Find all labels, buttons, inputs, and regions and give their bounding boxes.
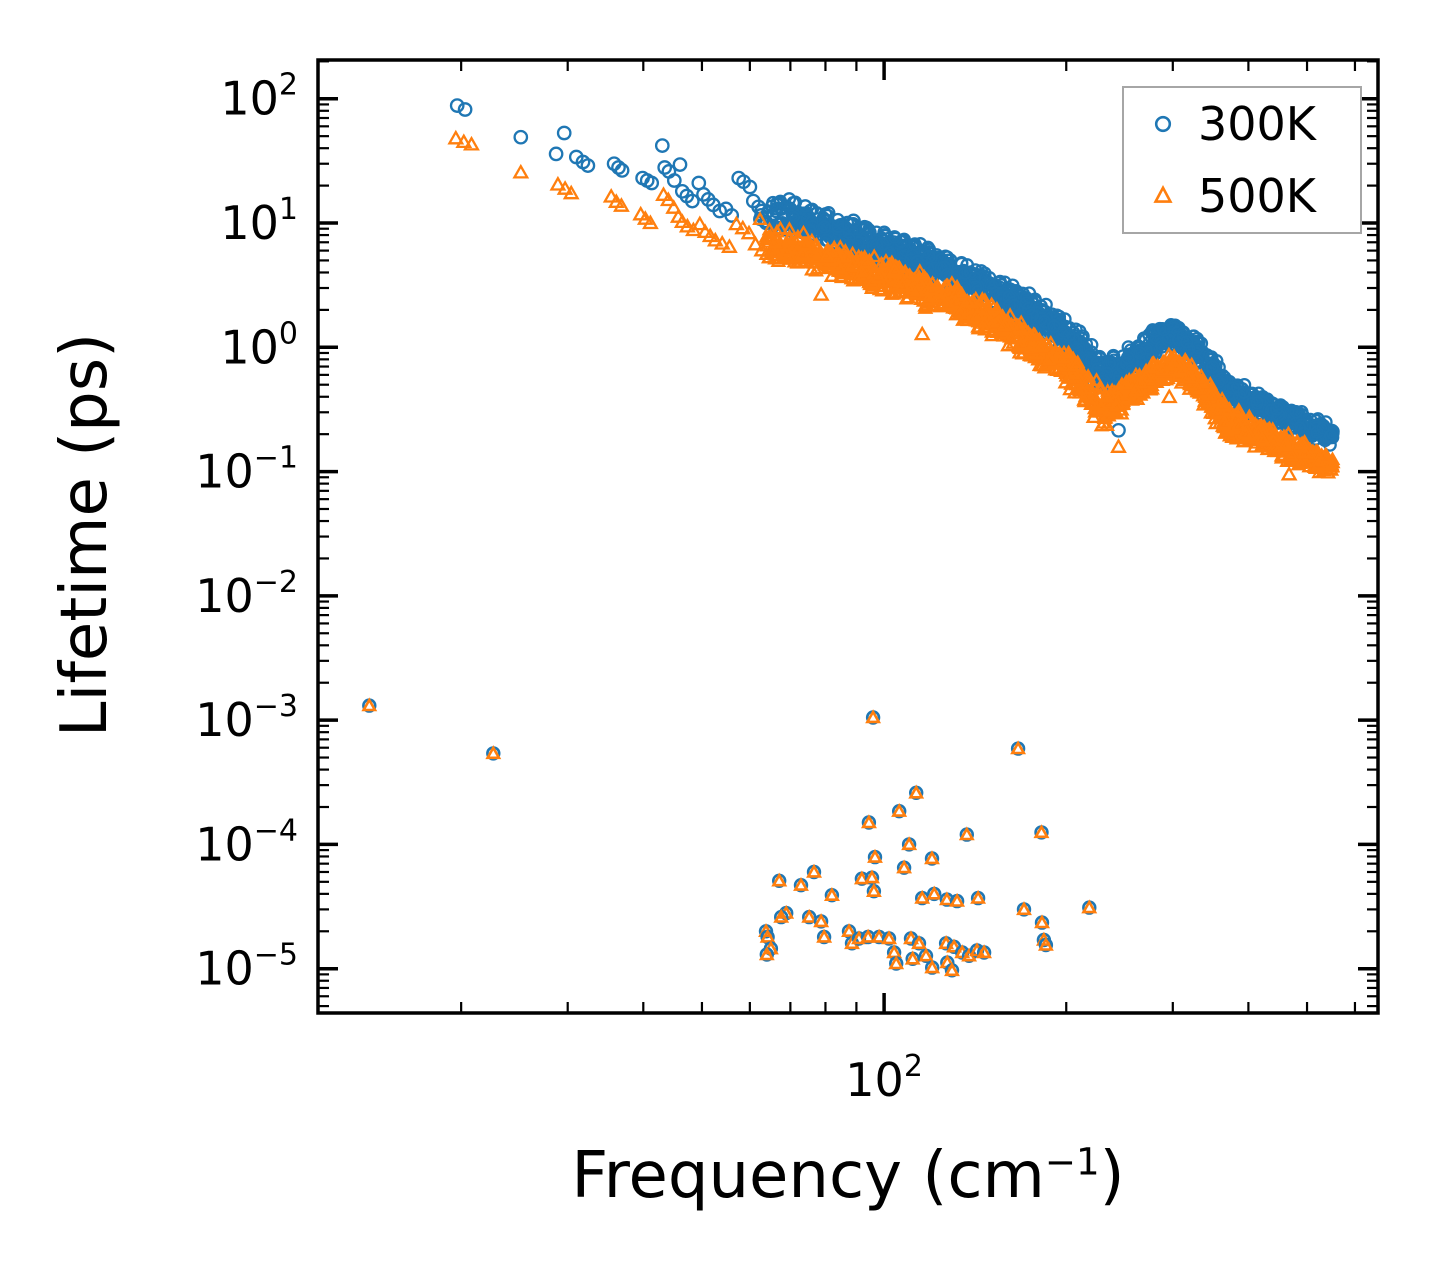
legend-label-500k: 500K (1198, 169, 1316, 223)
y-tick-label: 10−1 (195, 441, 298, 499)
x-axis-label-close: ) (1099, 1139, 1125, 1213)
data-points-layer (361, 98, 1341, 978)
x-axis-label: Frequency (cm−1) (571, 1139, 1124, 1213)
y-axis-label-text: Lifetime (ps) (48, 332, 122, 738)
legend: 300K 500K (1122, 86, 1362, 234)
y-tick-label: 10−4 (195, 813, 298, 871)
tick-labels: 102 101 100 10−1 10−2 10−3 10−4 10−5 102 (195, 68, 923, 1107)
x-axis-label-sup: −1 (1044, 1140, 1100, 1184)
x-tick-label: 102 (845, 1049, 923, 1107)
series-500K (447, 129, 1341, 481)
legend-entry-300k: 300K (1124, 88, 1360, 160)
legend-entry-500k: 500K (1124, 160, 1360, 232)
paired-outliers (361, 697, 1098, 978)
y-tick-label: 100 (220, 316, 298, 374)
y-axis-label: Lifetime (ps) (48, 333, 122, 737)
triangle-marker-icon (1153, 185, 1173, 203)
y-tick-label: 10−3 (195, 689, 298, 747)
x-axis-label-main: Frequency (cm (571, 1139, 1045, 1213)
y-tick-label: 10−5 (195, 938, 298, 996)
y-tick-label: 101 (220, 192, 298, 250)
axis-ticks (318, 60, 1378, 1013)
axes-spines (316, 58, 1380, 1015)
circle-marker-icon (1154, 115, 1172, 133)
y-tick-label: 10−2 (195, 565, 298, 623)
y-tick-label: 102 (220, 68, 298, 126)
legend-label-300k: 300K (1198, 97, 1316, 151)
